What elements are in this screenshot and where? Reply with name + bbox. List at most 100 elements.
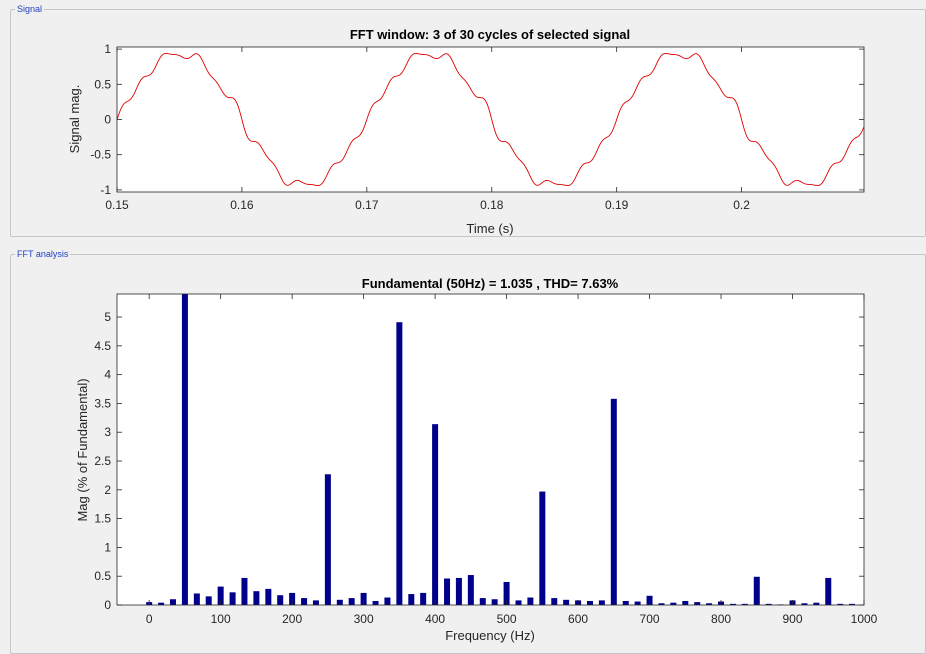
fft-bar — [670, 602, 677, 605]
signal-x-ticks: 0.15 0.16 0.17 0.18 0.19 0.2 — [105, 47, 750, 212]
signal-series — [116, 52, 865, 187]
fft-bar — [491, 599, 498, 605]
fft-bar — [455, 577, 462, 605]
fft-bar — [658, 603, 665, 605]
fft-bar — [158, 602, 165, 605]
fft-y-tick-label: 1.5 — [94, 512, 111, 526]
fft-bar — [765, 603, 772, 605]
fft-bar — [741, 603, 748, 605]
fft-bar — [312, 600, 319, 605]
fft-plot-frame — [116, 293, 865, 606]
signal-y-ticks: -1 -0.5 0 0.5 1 — [90, 42, 864, 197]
fft-bar — [682, 600, 689, 605]
fft-bar — [539, 491, 546, 605]
fft-x-tick-label: 100 — [211, 612, 231, 626]
signal-y-axis-label: Signal mag. — [67, 85, 82, 154]
fft-y-tick-label: 4.5 — [94, 339, 111, 353]
fft-y-tick-label: 3 — [104, 425, 111, 439]
signal-chart: 0.15 0.16 0.17 0.18 0.19 0.2 -1 -0.5 0 0.5 1 FFT … — [67, 27, 865, 236]
fft-x-tick-label: 400 — [425, 612, 445, 626]
fft-bar — [289, 592, 296, 605]
fft-y-ticks: 0 0.5 1 1.5 2 2.5 3 3.5 4 4.5 5 — [94, 310, 864, 612]
signal-chart-title: FFT window: 3 of 30 cycles of selected s… — [350, 27, 630, 42]
fft-x-tick-label: 300 — [354, 612, 374, 626]
fft-y-tick-label: 0 — [104, 598, 111, 612]
signal-y-tick-label: -0.5 — [90, 148, 111, 162]
fft-x-tick-label: 900 — [783, 612, 803, 626]
fft-x-axis-label: Frequency (Hz) — [445, 628, 535, 643]
fft-chart: 0 100 200 300 400 500 600 700 800 900 1000 0 0.5 1 1.… — [75, 276, 878, 643]
signal-x-tick-label: 0.19 — [605, 198, 629, 212]
fft-bar — [396, 322, 403, 605]
fft-bar — [229, 592, 236, 605]
fft-panel-title: FFT analysis — [15, 249, 71, 260]
signal-panel-title: Signal — [15, 4, 45, 15]
signal-y-tick-label: 0 — [104, 113, 111, 127]
fft-bars — [146, 294, 856, 605]
fft-plot-area — [117, 294, 864, 605]
fft-bar — [801, 603, 808, 605]
fft-bar — [301, 598, 308, 605]
fft-bar — [384, 597, 391, 605]
fft-bar — [348, 598, 355, 605]
fft-bar — [253, 591, 260, 605]
fft-bar — [849, 603, 856, 605]
fft-bar — [169, 599, 176, 605]
fft-bar — [277, 595, 284, 605]
fft-bar — [181, 294, 188, 605]
signal-x-tick-label: 0.15 — [105, 198, 129, 212]
fft-y-tick-label: 1 — [104, 540, 111, 554]
fft-bar — [706, 603, 713, 605]
fft-bar — [479, 598, 486, 605]
fft-bar — [515, 600, 522, 605]
fft-bar — [598, 600, 605, 605]
fft-bar — [372, 600, 379, 605]
fft-bar — [444, 578, 451, 605]
fft-x-tick-label: 500 — [497, 612, 517, 626]
fft-y-axis-label: Mag (% of Fundamental) — [75, 378, 90, 521]
fft-x-tick-label: 600 — [568, 612, 588, 626]
signal-x-tick-label: 0.18 — [480, 198, 504, 212]
fft-bar — [813, 602, 820, 605]
fft-y-tick-label: 2.5 — [94, 454, 111, 468]
fft-bar — [360, 592, 367, 605]
fft-x-tick-label: 700 — [640, 612, 660, 626]
signal-plot-area — [117, 47, 864, 192]
fft-y-tick-label: 5 — [104, 310, 111, 324]
fft-y-tick-label: 0.5 — [94, 569, 111, 583]
fft-x-ticks: 0 100 200 300 400 500 600 700 800 900 1000 — [146, 294, 878, 626]
fft-bar — [837, 603, 844, 605]
fft-x-tick-label: 0 — [146, 612, 153, 626]
fft-bar — [634, 601, 641, 605]
fft-x-tick-label: 1000 — [851, 612, 878, 626]
signal-y-tick-label: 0.5 — [94, 77, 111, 91]
fft-bar — [825, 577, 832, 605]
fft-bar — [265, 588, 272, 605]
fft-bar — [729, 603, 736, 605]
signal-line — [116, 52, 865, 187]
fft-bar — [241, 577, 248, 605]
signal-x-tick-label: 0.2 — [733, 198, 750, 212]
fft-bar — [432, 424, 439, 605]
signal-y-tick-label: -1 — [100, 183, 111, 197]
fft-x-tick-label: 200 — [282, 612, 302, 626]
signal-y-tick-label: 1 — [104, 42, 111, 56]
fft-bar — [610, 398, 617, 605]
fft-bar — [551, 598, 558, 605]
fft-bar — [587, 600, 593, 605]
fft-bar — [527, 597, 534, 605]
fft-chart-title: Fundamental (50Hz) = 1.035 , THD= 7.63% — [362, 276, 619, 291]
fft-y-tick-label: 2 — [104, 483, 111, 497]
fft-bar — [205, 596, 212, 605]
fft-bar — [408, 594, 415, 605]
fft-bar — [694, 602, 701, 605]
fft-bar — [217, 586, 224, 605]
fft-bar — [193, 593, 200, 605]
signal-x-tick-label: 0.17 — [355, 198, 379, 212]
fft-bar — [503, 581, 510, 605]
fft-y-tick-label: 3.5 — [94, 396, 111, 410]
fft-bar — [336, 599, 343, 605]
fft-bar — [324, 474, 331, 605]
fft-bar — [420, 592, 427, 605]
